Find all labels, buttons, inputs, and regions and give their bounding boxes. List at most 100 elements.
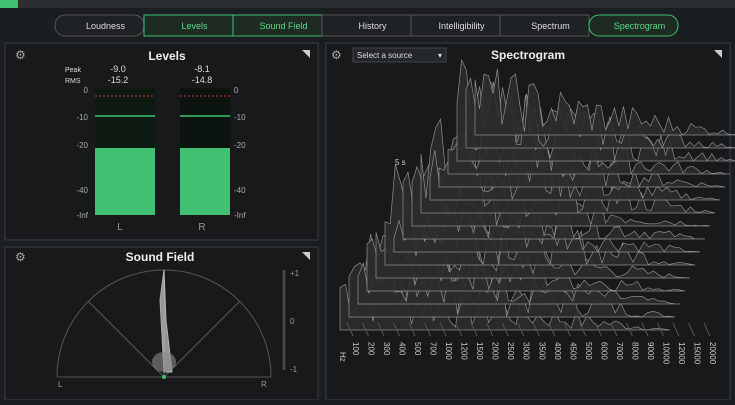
tick [563,322,571,337]
tick [517,322,525,337]
tick [501,322,509,337]
time-label: 5 s [395,158,406,167]
tick [688,322,695,337]
panel-title: Sound Field [126,250,195,264]
tab-label[interactable]: History [358,21,387,31]
settings-icon[interactable]: ⚙ [15,250,26,264]
scale-label: 0 [84,86,89,95]
frequency-label: 100 [351,342,360,356]
source-dropdown[interactable] [352,47,447,63]
frequency-label: 12000 [677,342,686,365]
frequency-label: 4000 [553,342,562,360]
frequency-label: 4500 [568,342,577,360]
tick [455,322,463,337]
frequency-label: 3500 [537,342,546,360]
frequency-label: 1200 [460,342,469,360]
tick [656,322,664,337]
tick [470,322,478,337]
frequency-label: 1000 [444,342,453,360]
tick [439,322,447,337]
tick [408,322,416,337]
peak-value: -8.1 [194,64,210,74]
frequency-label: 700 [429,342,438,356]
tick [594,322,602,337]
tick [672,322,680,337]
frequency-label: 10000 [661,342,670,365]
spectrogram-3d [339,58,735,331]
tab[interactable] [588,14,679,37]
scale-label: -10 [76,113,88,122]
scale-label: -20 [76,141,88,150]
scale-label: -40 [76,186,88,195]
frequency-label: 20000 [708,342,717,365]
tick [532,322,540,337]
tick [641,322,649,337]
frequency-label: 500 [413,342,422,356]
channel-label: L [117,222,123,233]
logo [0,0,18,8]
channel-label: R [261,380,267,389]
rms-label: RMS [65,78,81,85]
scale-label: +1 [290,269,300,278]
tick [346,322,354,337]
frequency-label: 1500 [475,342,484,360]
frequency-label: 200 [367,342,376,356]
tab-label[interactable]: Sound Field [259,21,307,31]
spectrum-ridge [474,68,735,136]
unit-label: Hz [338,352,347,362]
tick [393,322,401,337]
dropdown-label[interactable]: Select a source [357,51,413,60]
corner-icons[interactable] [302,50,722,260]
frequency-label: 400 [398,342,407,356]
tick [579,322,587,337]
tick [424,322,432,337]
frequency-label: 15000 [692,342,701,365]
scale-label: -20 [234,141,246,150]
frequency-label: 2500 [506,342,515,360]
tick [548,322,556,337]
meter [95,88,230,215]
rms-value: -14.8 [192,75,213,85]
scale-label: -1 [290,365,298,374]
frequency-label: 8000 [630,342,639,360]
scale-label: -40 [234,186,246,195]
tab-label[interactable]: Intelligibility [438,21,485,31]
levels-panel [4,42,319,241]
dropdown-arrow[interactable]: ▾ [438,51,442,60]
top-bar [0,0,735,8]
settings-icon[interactable]: ⚙ [15,48,26,62]
scale-label: -10 [234,113,246,122]
scale-label: -Inf [76,211,88,220]
channel-label: L [58,380,63,389]
tab-label[interactable]: Spectrum [531,21,570,31]
frequency-label: 5000 [584,342,593,360]
vectorscope [56,269,286,379]
scale-label: 0 [290,317,295,326]
tick [377,322,385,337]
rms-value: -15.2 [108,75,129,85]
scale-label: -Inf [234,211,246,220]
tick [703,322,711,337]
tab-label[interactable]: Levels [181,21,208,31]
tab-label[interactable]: Spectrogram [614,21,666,31]
channel-label: R [198,222,205,233]
frequency-label: 9000 [646,342,655,360]
tick [610,322,618,337]
tick [486,322,494,337]
tick [625,322,633,337]
tick [362,322,369,337]
tab-label[interactable]: Loudness [86,21,126,31]
frequency-label: 7000 [615,342,624,360]
frequency-label: 300 [382,342,391,356]
frequency-label: 3000 [522,342,531,360]
peak-value: -9.0 [110,64,126,74]
settings-icon[interactable]: ⚙ [331,48,342,62]
frequency-label: 6000 [599,342,608,360]
peak-label: Peak [65,67,81,74]
panel-title: Spectrogram [491,48,565,62]
scale-label: 0 [234,86,239,95]
panel-title: Levels [148,49,186,63]
frequency-label: 2000 [491,342,500,360]
